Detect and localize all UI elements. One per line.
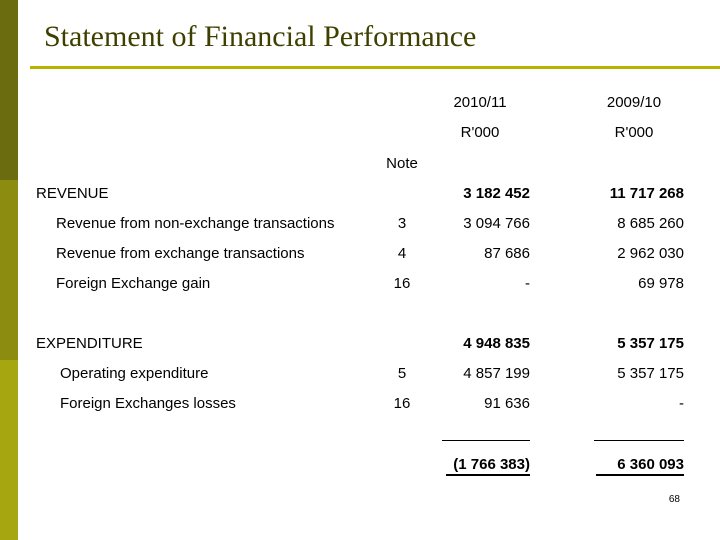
revenue-row-value-b: 69 978 xyxy=(638,275,684,292)
side-bar-bottom xyxy=(0,360,18,540)
expenditure-row-value-b: 5 357 175 xyxy=(617,365,684,382)
revenue-total-b: 11 717 268 xyxy=(609,185,684,202)
year-a-header: 2010/11 xyxy=(453,94,507,111)
revenue-row-value-a: 3 094 766 xyxy=(463,215,530,232)
result-value-b: 6 360 093 xyxy=(617,456,684,473)
side-bar xyxy=(0,0,18,540)
expenditure-row-label: Operating expenditure xyxy=(60,365,209,382)
revenue-heading: REVENUE xyxy=(36,185,109,202)
revenue-row-label: Revenue from exchange transactions xyxy=(56,245,305,262)
page-title: Statement of Financial Performance xyxy=(44,20,477,53)
result-value-a: (1 766 383) xyxy=(453,456,530,473)
revenue-row-value-b: 2 962 030 xyxy=(617,245,684,262)
result-underline-b xyxy=(596,474,684,476)
revenue-row-label: Revenue from non-exchange transactions xyxy=(56,215,335,232)
revenue-row-note: 16 xyxy=(393,275,411,292)
side-bar-middle xyxy=(0,180,18,360)
revenue-row-value-b: 8 685 260 xyxy=(617,215,684,232)
revenue-row-label: Foreign Exchange gain xyxy=(56,275,211,292)
expenditure-row-note: 5 xyxy=(397,365,407,382)
expenditure-row-note: 16 xyxy=(393,395,411,412)
title-underline xyxy=(30,66,720,69)
unit-a-header: R'000 xyxy=(460,124,500,141)
expenditure-total-b: 5 357 175 xyxy=(617,335,684,352)
side-bar-top xyxy=(0,0,18,180)
note-header: Note xyxy=(386,155,418,172)
result-rule-a xyxy=(442,440,530,441)
expenditure-row-value-a: 91 636 xyxy=(484,395,530,412)
revenue-row-note: 4 xyxy=(397,245,407,262)
revenue-total-a: 3 182 452 xyxy=(463,185,530,202)
expenditure-heading: EXPENDITURE xyxy=(36,335,143,352)
expenditure-total-a: 4 948 835 xyxy=(463,335,530,352)
expenditure-row-label: Foreign Exchanges losses xyxy=(60,395,236,412)
year-b-header: 2009/10 xyxy=(606,94,662,111)
result-rule-b xyxy=(594,440,684,441)
result-underline-a xyxy=(446,474,530,476)
page-number: 68 xyxy=(668,494,680,505)
revenue-row-value-a: - xyxy=(525,275,530,292)
expenditure-row-value-b: - xyxy=(679,395,684,412)
revenue-row-note: 3 xyxy=(397,215,407,232)
revenue-row-value-a: 87 686 xyxy=(484,245,530,262)
expenditure-row-value-a: 4 857 199 xyxy=(463,365,530,382)
unit-b-header: R'000 xyxy=(614,124,654,141)
